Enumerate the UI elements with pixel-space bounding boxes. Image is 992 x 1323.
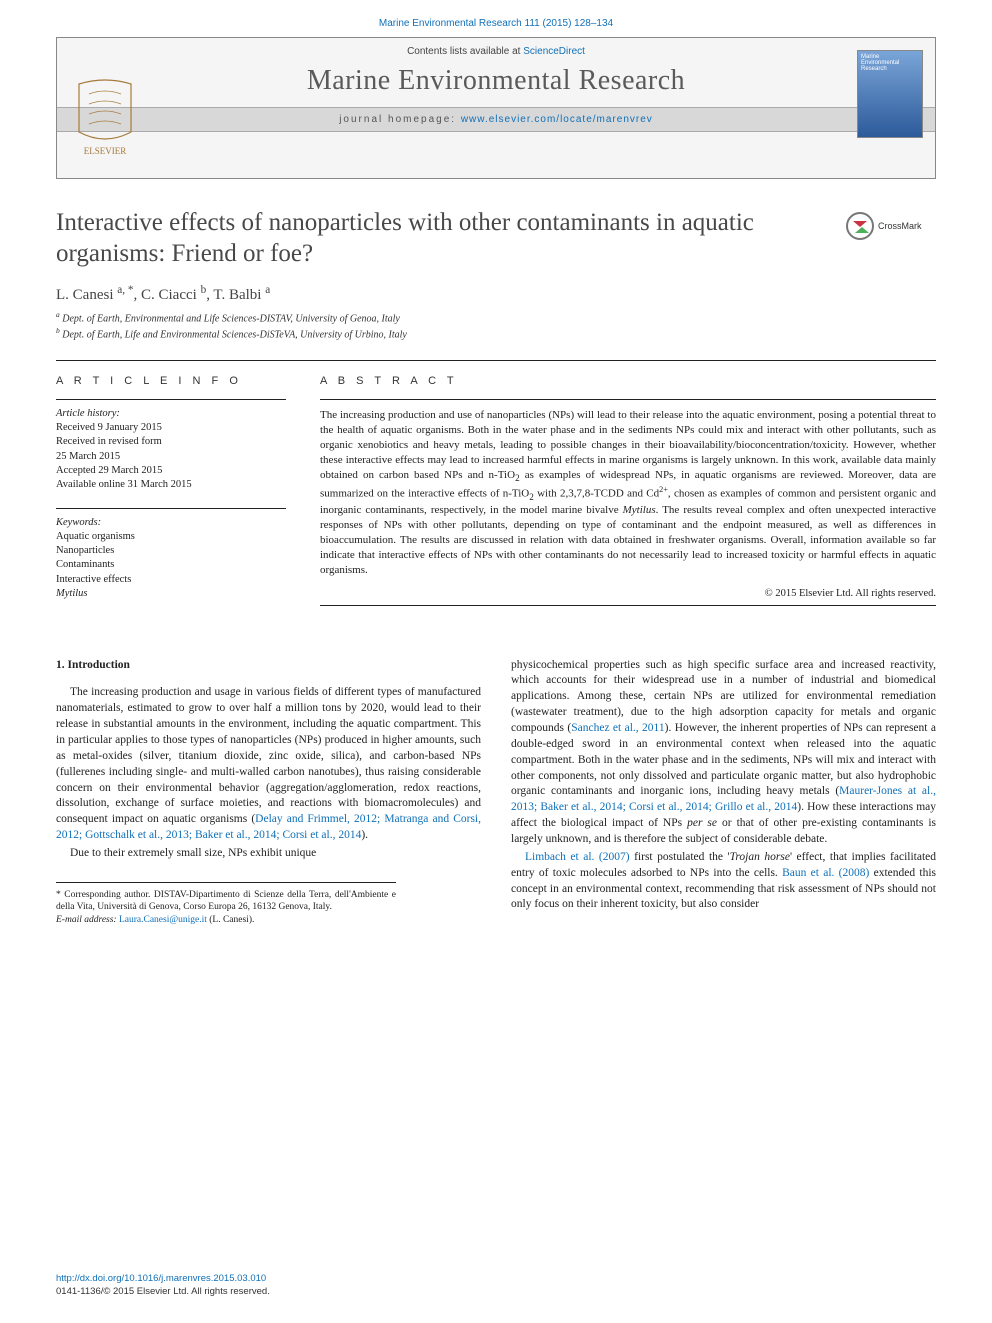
homepage-link[interactable]: www.elsevier.com/locate/marenvrev — [461, 114, 653, 125]
keyword-item: Mytilus — [56, 587, 286, 601]
crossmark-badge[interactable]: CrossMark — [846, 211, 936, 241]
body-paragraph: Due to their extremely small size, NPs e… — [56, 846, 481, 862]
divider — [320, 399, 936, 400]
sciencedirect-link[interactable]: ScienceDirect — [523, 46, 585, 57]
corresponding-email-link[interactable]: Laura.Canesi@unige.it — [119, 915, 207, 925]
article-info-label: A R T I C L E I N F O — [56, 375, 286, 387]
article-history: Received 9 January 2015Received in revis… — [56, 421, 286, 492]
divider — [56, 399, 286, 400]
body-column-left: 1. Introduction The increasing productio… — [56, 658, 481, 926]
page-footer: http://dx.doi.org/10.1016/j.marenvres.20… — [56, 1273, 270, 1299]
authors-line: L. Canesi a, *, C. Ciacci b, T. Balbi a — [56, 284, 936, 304]
divider — [56, 360, 936, 361]
body-column-right: physicochemical properties such as high … — [511, 658, 936, 926]
journal-name: Marine Environmental Research — [57, 61, 935, 107]
abstract-copyright: © 2015 Elsevier Ltd. All rights reserved… — [320, 588, 936, 599]
body-paragraph: Limbach et al. (2007) first postulated t… — [511, 850, 936, 913]
issn-copyright: 0141-1136/© 2015 Elsevier Ltd. All right… — [56, 1286, 270, 1297]
affiliation-item: a Dept. of Earth, Environmental and Life… — [56, 310, 936, 326]
history-item: Received in revised form — [56, 435, 286, 449]
history-item: Accepted 29 March 2015 — [56, 464, 286, 478]
crossmark-label: CrossMark — [878, 221, 922, 231]
keyword-item: Aquatic organisms — [56, 530, 286, 544]
divider — [320, 605, 936, 606]
article-title: Interactive effects of nanoparticles wit… — [56, 207, 936, 270]
divider — [56, 508, 286, 509]
svg-text:ELSEVIER: ELSEVIER — [84, 146, 127, 156]
history-item: Received 9 January 2015 — [56, 421, 286, 435]
email-suffix: (L. Canesi). — [207, 915, 255, 925]
corresponding-author-footnote: * Corresponding author. DISTAV-Dipartime… — [56, 882, 396, 926]
body-paragraph: The increasing production and usage in v… — [56, 685, 481, 844]
affiliation-item: b Dept. of Earth, Life and Environmental… — [56, 326, 936, 342]
history-item: Available online 31 March 2015 — [56, 478, 286, 492]
keyword-item: Interactive effects — [56, 573, 286, 587]
keywords-title: Keywords: — [56, 517, 286, 528]
crossmark-icon — [846, 212, 874, 240]
footnote-text: * Corresponding author. DISTAV-Dipartime… — [56, 889, 396, 914]
affiliations-list: a Dept. of Earth, Environmental and Life… — [56, 310, 936, 343]
keyword-item: Contaminants — [56, 558, 286, 572]
body-paragraph: physicochemical properties such as high … — [511, 658, 936, 848]
email-label: E-mail address: — [56, 915, 119, 925]
homepage-line: journal homepage: www.elsevier.com/locat… — [57, 107, 935, 132]
doi-link[interactable]: http://dx.doi.org/10.1016/j.marenvres.20… — [56, 1273, 266, 1284]
journal-banner: ELSEVIER Marine Environmental Research C… — [56, 37, 936, 179]
article-history-title: Article history: — [56, 408, 286, 419]
elsevier-logo: ELSEVIER — [69, 74, 141, 160]
journal-cover-thumbnail: Marine Environmental Research — [857, 50, 923, 138]
citation-header: Marine Environmental Research 111 (2015)… — [0, 0, 992, 37]
abstract-label: A B S T R A C T — [320, 375, 936, 387]
abstract-text: The increasing production and use of nan… — [320, 408, 936, 577]
contents-available-line: Contents lists available at ScienceDirec… — [57, 38, 935, 61]
history-item: 25 March 2015 — [56, 450, 286, 464]
keyword-item: Nanoparticles — [56, 544, 286, 558]
section-heading-intro: 1. Introduction — [56, 658, 481, 674]
keywords-list: Aquatic organismsNanoparticlesContaminan… — [56, 530, 286, 601]
